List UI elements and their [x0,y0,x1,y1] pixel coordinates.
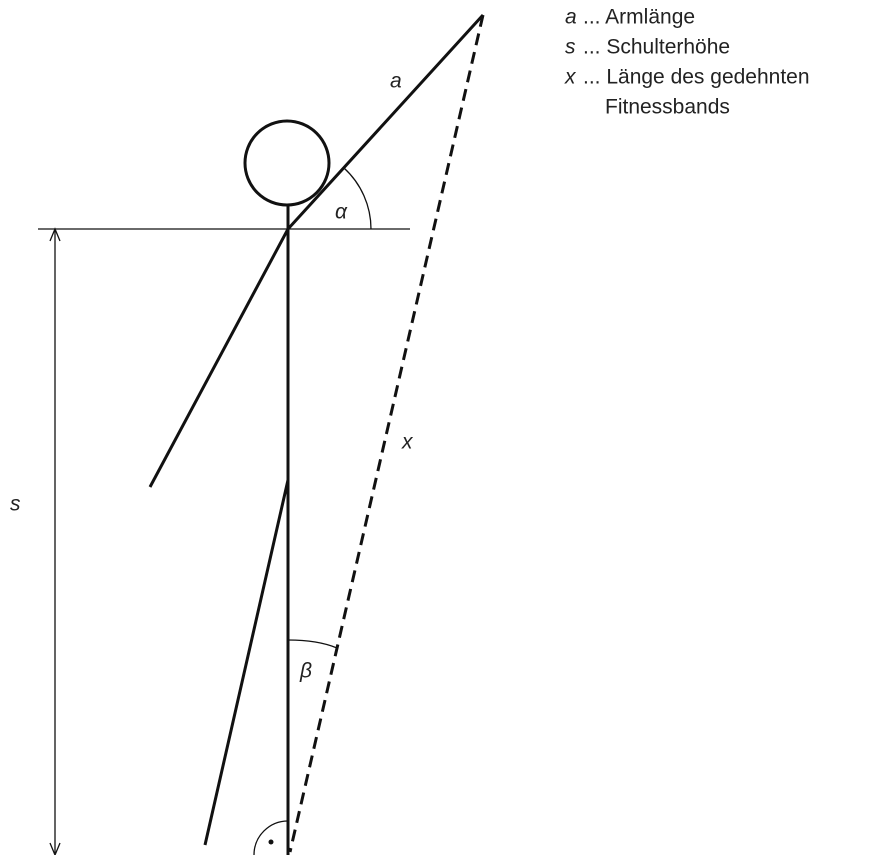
arm-up [286,13,485,231]
right-angle-dot [268,839,274,845]
legend-symbol: x [564,66,577,89]
right-angle [253,820,289,855]
leg [203,479,290,846]
legend: a ... Armlänge s ... Schulterhöhe x ... Länge… [564,6,810,119]
head [243,119,331,207]
arrow-top [49,227,61,242]
legend-text: ... Armlänge [583,6,695,29]
arrow-bottom [49,842,61,855]
band [288,14,485,853]
label-a: a [390,70,402,93]
label-s: s [10,493,21,516]
legend-symbol: s [565,36,576,59]
label-beta: β [299,660,312,683]
legend-text: Fitnessbands [605,96,730,119]
legend-text: ... Länge des gedehnten [583,66,810,89]
label-x: x [401,431,414,454]
legend-text: ... Schulterhöhe [583,36,730,59]
arm-down [148,228,290,488]
beta-arc [287,639,338,649]
label-alpha: α [335,201,348,224]
legend-symbol: a [565,6,577,29]
alpha-arc [343,167,372,230]
